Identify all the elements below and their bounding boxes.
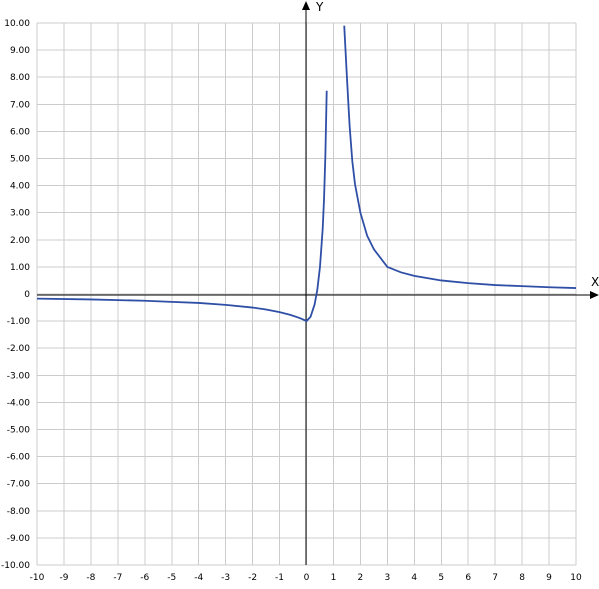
y-tick-label: -4.00 (7, 398, 31, 408)
y-tick-labels: 10.00 9.00 8.00 7.00 6.00 5.00 4.00 3.00 2.00 1.0… (1, 19, 30, 571)
y-tick-label: 0 (24, 290, 30, 300)
curve-right-branch (343, 25, 577, 289)
y-tick-label: 5.00 (10, 155, 30, 165)
x-axis-arrow (590, 291, 599, 299)
x-tick-label: 2 (358, 573, 364, 583)
y-tick-label: 9.00 (10, 46, 30, 56)
y-tick-label: 4.00 (10, 182, 30, 192)
x-tick-label: 3 (384, 573, 390, 583)
axes: X Y (37, 0, 599, 565)
x-tick-label: -4 (194, 573, 203, 583)
y-tick-label: -8.00 (7, 507, 31, 517)
x-tick-label: 1 (331, 573, 337, 583)
y-tick-label: -10.00 (1, 561, 30, 571)
x-tick-label: -5 (167, 573, 176, 583)
y-tick-label: -6.00 (7, 453, 31, 463)
x-tick-label: -1 (275, 573, 284, 583)
x-tick-label: 5 (438, 573, 444, 583)
curve-left-branch (36, 90, 328, 323)
x-tick-label: -9 (59, 573, 68, 583)
y-tick-label: 8.00 (10, 73, 30, 83)
x-tick-label: 8 (519, 573, 525, 583)
x-tick-label: 0 (304, 573, 310, 583)
y-tick-label: 3.00 (10, 209, 30, 219)
y-tick-label: -9.00 (7, 534, 31, 544)
x-tick-label: -7 (113, 573, 122, 583)
x-tick-label: -3 (221, 573, 230, 583)
y-tick-label: -2.00 (7, 344, 31, 354)
y-tick-label: 1.00 (10, 263, 30, 273)
x-tick-label: 10 (570, 573, 582, 583)
x-tick-label: 4 (411, 573, 417, 583)
y-tick-label: 2.00 (10, 236, 30, 246)
x-tick-label: -8 (86, 573, 95, 583)
x-axis-label: X (591, 275, 599, 289)
y-tick-label: 10.00 (4, 19, 30, 29)
x-tick-label: -2 (248, 573, 257, 583)
curves (36, 25, 577, 323)
x-tick-labels: -10 -9 -8 -7 -6 -5 -4 -3 -2 -1 0 1 2 3 4 5 6 7 8 9 10 (30, 573, 582, 583)
x-tick-label: -6 (140, 573, 149, 583)
y-tick-label: 6.00 (10, 127, 30, 137)
y-tick-label: -1.00 (7, 317, 31, 327)
x-tick-label: 7 (492, 573, 498, 583)
x-tick-label: 6 (465, 573, 471, 583)
x-tick-label: -10 (30, 573, 45, 583)
y-axis-arrow (302, 1, 310, 10)
y-tick-label: -3.00 (7, 371, 31, 381)
y-tick-label: -7.00 (7, 480, 31, 490)
y-axis-label: Y (315, 0, 324, 14)
x-tick-label: 9 (546, 573, 552, 583)
y-tick-label: -5.00 (7, 426, 31, 436)
y-tick-label: 7.00 (10, 100, 30, 110)
